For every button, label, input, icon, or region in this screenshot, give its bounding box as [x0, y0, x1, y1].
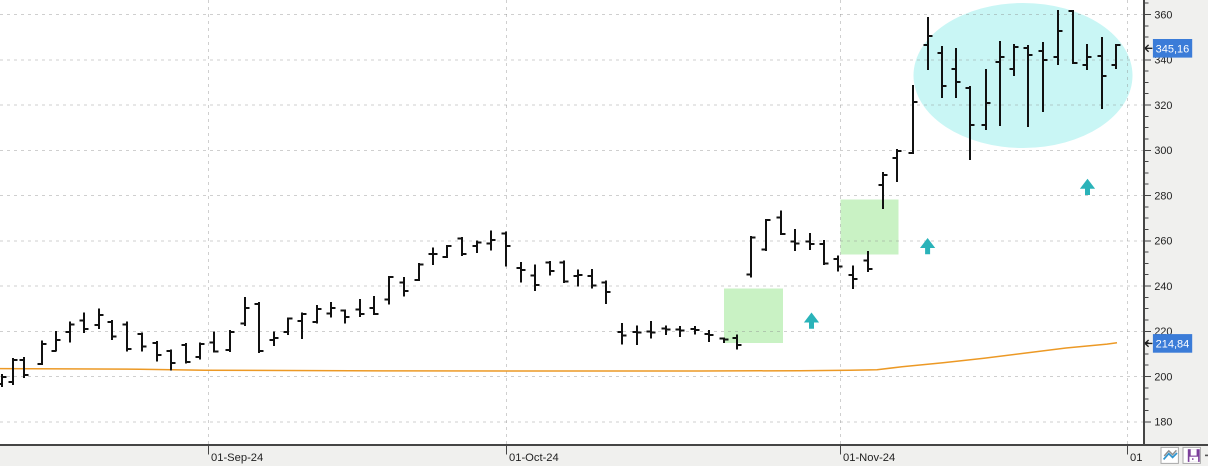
- svg-text:360: 360: [1154, 9, 1172, 21]
- svg-text:01-Oct-24: 01-Oct-24: [509, 452, 559, 464]
- svg-text:345,16: 345,16: [1156, 43, 1190, 55]
- svg-text:300: 300: [1154, 145, 1172, 157]
- svg-text:320: 320: [1154, 100, 1172, 112]
- svg-text:340: 340: [1154, 55, 1172, 67]
- svg-text:214,84: 214,84: [1156, 338, 1190, 350]
- svg-text:240: 240: [1154, 281, 1172, 293]
- svg-text:280: 280: [1154, 190, 1172, 202]
- svg-text:260: 260: [1154, 236, 1172, 248]
- svg-text:200: 200: [1154, 371, 1172, 383]
- svg-text:01-Sep-24: 01-Sep-24: [211, 452, 263, 464]
- svg-text:01-Nov-24: 01-Nov-24: [843, 452, 895, 464]
- svg-text:180: 180: [1154, 417, 1172, 429]
- svg-text:01-Dec-24: 01-Dec-24: [1130, 452, 1182, 464]
